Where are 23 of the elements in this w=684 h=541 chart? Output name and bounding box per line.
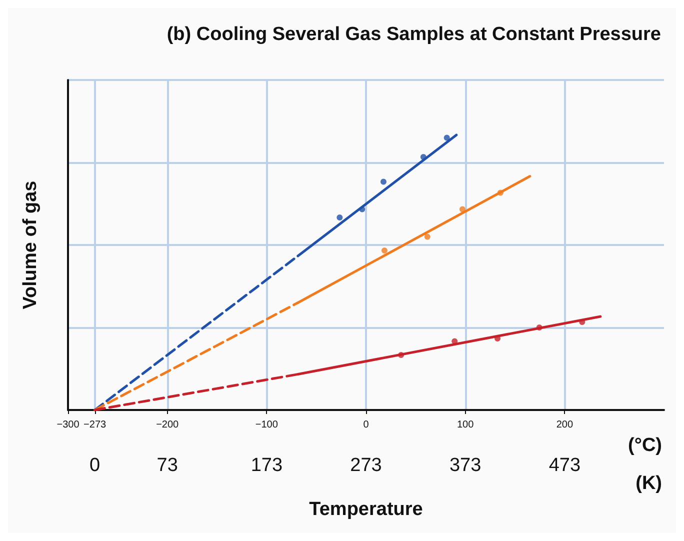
text: (K) xyxy=(636,473,662,494)
x-tick-label: 100 xyxy=(456,420,474,430)
text: (°C) xyxy=(628,435,662,456)
point xyxy=(381,248,388,254)
x-tick-label: −200 xyxy=(156,420,180,430)
x-tick-label: −100 xyxy=(255,420,278,430)
point xyxy=(336,214,343,220)
y-axis-title: Volume of gas xyxy=(20,180,41,310)
x2-tick-label: 173 xyxy=(250,455,283,476)
x-tick-label: −300 xyxy=(56,420,80,430)
point xyxy=(380,178,386,185)
point xyxy=(424,234,430,240)
chart-title: (b) Cooling Several Gas Samples at Constant Pressure xyxy=(166,24,662,45)
point xyxy=(444,134,450,141)
x2-tick-label: 473 xyxy=(548,455,581,476)
x2-tick-label: 373 xyxy=(449,455,482,476)
x-tick-label: 200 xyxy=(556,420,574,430)
x-tick-label: −273 xyxy=(84,420,107,430)
x-tick-label: 0 xyxy=(363,420,370,430)
x-axis-title: Temperature xyxy=(309,499,423,520)
x2-tick-label: 0 xyxy=(90,455,100,476)
x2-tick-label: 273 xyxy=(350,455,382,476)
x2-tick-label: 73 xyxy=(156,455,178,476)
